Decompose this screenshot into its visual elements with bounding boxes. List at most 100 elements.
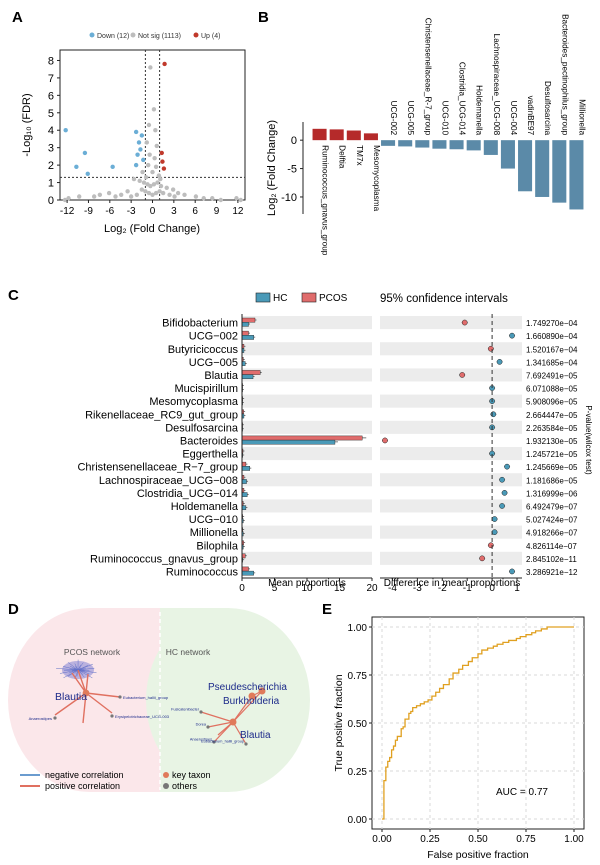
roc-curve: 0.00 0.25 0.50 0.75 1.00 0.00 0.25 0.50 0.75 1.0…: [333, 616, 585, 861]
fold-change-bar: [415, 140, 430, 148]
pvalue-label: 1.181686e−05: [526, 476, 578, 485]
network-panel: PCOS network HC network Blautia Eubacteri…: [8, 608, 310, 792]
fold-change-bar: [552, 140, 567, 203]
taxon-label: Butyricicoccus: [168, 344, 239, 356]
bar-label: TM7x: [355, 145, 364, 165]
x-tick-label: 0: [150, 206, 156, 217]
point-notsig: [193, 194, 199, 199]
fold-change-bar: [312, 128, 327, 141]
row-stripe: [242, 499, 372, 513]
hc-bar: [241, 322, 249, 327]
roc-xlabel: False positive fraction: [427, 849, 529, 861]
positive-edge: [85, 692, 113, 714]
point-notsig: [158, 183, 164, 189]
panel-label-e: E: [322, 601, 332, 618]
ci-title: 95% confidence intervals: [380, 293, 508, 305]
point-notsig: [134, 192, 140, 197]
difference-point: [461, 319, 468, 326]
fold-change-bar: [500, 140, 515, 169]
hc-hub-node: [229, 718, 237, 726]
network-node-label: Eubacterium_hallii_group: [123, 695, 169, 700]
hc-key-label: Burkholderia: [223, 696, 280, 707]
fold-change-bar: [329, 129, 344, 141]
row-stripe: [380, 473, 522, 487]
y-tick-label: 3: [48, 143, 54, 155]
difference-point: [490, 411, 497, 418]
row-stripe: [380, 368, 522, 382]
point-notsig: [201, 196, 206, 201]
difference-point: [479, 555, 485, 562]
pvalue-label: 1.316999e−06: [526, 489, 578, 498]
network-node-label: Anaerostipes: [29, 716, 52, 721]
pvalue-label: 7.692491e−05: [526, 372, 578, 381]
x-tick-label: 15: [334, 583, 346, 594]
y-tick-label: -5: [287, 164, 297, 176]
fold-change-bar-chart: Ruminococcus_gnavus_group Delftia TM7x Meso…: [266, 14, 586, 256]
panel-label-b: B: [258, 9, 269, 26]
point-notsig: [182, 192, 187, 197]
pcos-bar: [241, 461, 247, 467]
taxon-label: Ruminococcus: [166, 567, 239, 579]
row-stripe: [242, 447, 372, 461]
positive-edge: [77, 669, 87, 694]
x-tick-label: -3: [127, 206, 136, 217]
taxon-label: Mesomycoplasma: [149, 396, 239, 408]
network-node: [212, 740, 216, 744]
positive-correlation-label: positive correlation: [45, 781, 120, 791]
point-up: [160, 159, 165, 164]
y-tick-label: -10: [281, 192, 297, 204]
pvalue-axis-label: P-value(wilcox test): [584, 405, 593, 475]
hc-key-node: [248, 692, 256, 700]
row-stripe: [380, 525, 522, 539]
row-stripe: [380, 447, 522, 461]
point-notsig: [144, 140, 150, 145]
network-node: [53, 716, 57, 720]
taxon-label: Blautia: [204, 370, 239, 382]
taxon-label: Desulfosarcina: [165, 422, 239, 434]
pvalue-label: 1.932130e−05: [526, 437, 578, 446]
bar-label: Delftia: [338, 145, 347, 169]
volcano-plot-area: [59, 49, 246, 201]
hc-bar: [241, 466, 251, 471]
point-notsig: [146, 162, 151, 168]
taxon-label: Bacteroides: [180, 436, 239, 448]
fold-change-bar: [466, 140, 481, 151]
point-down: [74, 164, 79, 170]
difference-point: [509, 568, 515, 575]
difference-point: [499, 476, 505, 483]
point-notsig: [146, 122, 152, 128]
bar-label: Ruminococcus_gnavus_group: [321, 145, 330, 256]
y-tick-label: 0.50: [348, 719, 368, 730]
x-tick-label: 0.75: [516, 834, 536, 845]
row-stripe: [242, 316, 372, 330]
point-up: [162, 61, 167, 67]
bar-label: UCG-010: [440, 101, 449, 136]
point-notsig: [151, 182, 157, 187]
y-tick-label: 0.25: [348, 767, 368, 778]
positive-edge: [71, 672, 87, 694]
point-notsig: [66, 196, 71, 201]
point-notsig: [150, 192, 155, 197]
pvalue-label: 1.749270e−04: [526, 319, 578, 328]
point-notsig: [137, 178, 142, 184]
volcano-plot: Down (12) Not sig (1113) Up (4) -12 -9 -6 -3 0…: [21, 32, 246, 235]
point-notsig: [148, 65, 153, 70]
difference-point: [488, 542, 494, 549]
x-tick-label: 12: [232, 206, 244, 217]
pcos-bar: [241, 317, 256, 323]
auc-label: AUC = 0.77: [496, 787, 548, 798]
point-notsig: [154, 143, 159, 149]
x-tick-label: -3: [413, 583, 422, 594]
panel-label-d: D: [8, 601, 19, 618]
pcos-bar: [241, 435, 363, 441]
bar-label: Millionella: [577, 99, 586, 135]
point-notsig: [147, 152, 152, 157]
pvalue-label: 1.245721e−05: [526, 450, 578, 459]
legend-swatch-pcos: [301, 292, 317, 303]
point-notsig: [238, 197, 243, 203]
x-tick-label: -6: [105, 206, 114, 217]
mean-proportions-xlabel: Mean proportions: [268, 578, 346, 589]
taxon-label: UCG−010: [189, 514, 238, 526]
positive-edge: [82, 692, 87, 724]
point-notsig: [146, 190, 152, 196]
